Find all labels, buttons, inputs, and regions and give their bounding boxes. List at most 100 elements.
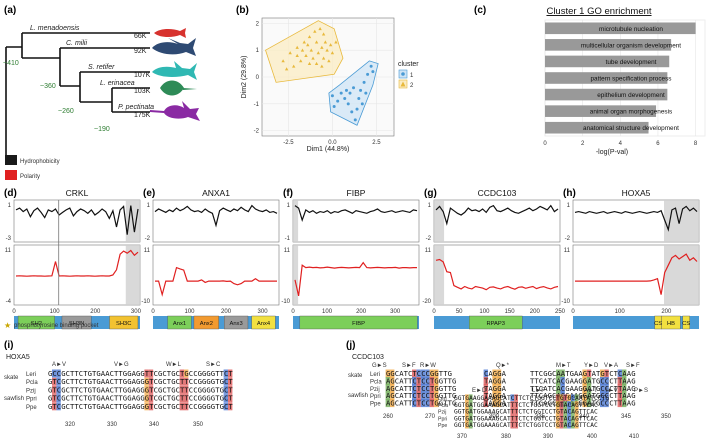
go-bar-label: tube development [606, 59, 657, 66]
scatter-legend-label-1: 1 [410, 73, 414, 79]
nucleotide: A [627, 384, 632, 393]
panel-c: (c) Cluster 1 GO enrichment microtubule … [474, 5, 706, 156]
scatter-point-cluster-2 [313, 29, 317, 33]
nucleotide: C [421, 399, 425, 408]
nucleotide: C [552, 395, 556, 402]
nucleotide: A [488, 376, 493, 385]
nucleotide: G [477, 409, 481, 416]
species-code: Ppri [370, 394, 381, 400]
go-xtick: 2 [581, 141, 585, 147]
domain-label: RPAP3 [486, 321, 505, 327]
nucleotide: T [515, 395, 519, 402]
highlighted-base [560, 369, 565, 378]
nucleotide: A [503, 415, 507, 422]
highlighted-base [555, 394, 560, 402]
nucleotide: A [590, 409, 594, 416]
genome-size-1: 92K [134, 48, 147, 55]
profile-xtick: 0 [432, 309, 436, 315]
nucleotide: A [132, 377, 137, 386]
highlighted-base [604, 399, 609, 408]
nucleotide: T [92, 377, 97, 386]
scatter-point-cluster-1 [352, 86, 356, 90]
nucleotide: G [497, 369, 501, 378]
nucleotide: G [206, 377, 210, 386]
nucleotide: G [439, 384, 443, 393]
go-bar-label: pattern specification process [591, 75, 672, 82]
nucleotide: G [493, 391, 497, 400]
hydrophobicity-line [15, 205, 139, 235]
scatter-ylabel: Dim2 (29.8%) [241, 56, 248, 99]
disorder-shade [664, 245, 699, 305]
nucleotide: C [549, 422, 553, 429]
highlighted-base [574, 421, 579, 429]
go-xlabel: -log(P-val) [596, 149, 628, 156]
nucleotide: G [136, 377, 140, 386]
scatter-point-cluster-2 [288, 51, 292, 55]
nucleotide: A [132, 385, 137, 394]
profile-xtick: 200 [90, 309, 101, 315]
species-code: Pzij [438, 410, 446, 416]
nucleotide: T [83, 385, 88, 394]
nucleotide: T [583, 395, 587, 402]
group-label-skate: skate [348, 373, 363, 379]
nucleotide: G [123, 402, 127, 411]
nucleotide: A [556, 384, 561, 393]
mutation-label: Q►* [496, 363, 510, 369]
nucleotide: A [488, 402, 492, 409]
nucleotide: G [575, 415, 579, 422]
divergence-label-2: ~260 [58, 108, 74, 115]
highlighted-base [600, 369, 605, 378]
nucleotide: T [484, 391, 489, 400]
highlighted-base [514, 401, 518, 409]
scatter-point-cluster-1 [357, 96, 361, 100]
profile-xtick: 100 [615, 309, 626, 315]
nucleotide: T [114, 377, 119, 386]
nucleotide: A [105, 377, 110, 386]
panel-label-j: (j) [346, 340, 355, 351]
highlighted-base [52, 385, 57, 394]
nucleotide: C [609, 399, 613, 408]
highlighted-base [420, 376, 426, 385]
scatter-ytick: 1 [256, 48, 260, 54]
scatter-point-cluster-2 [281, 59, 285, 63]
nucleotide: G [206, 402, 210, 411]
nucleotide: T [408, 376, 413, 385]
nucleotide: G [145, 402, 149, 411]
profile-anxa1: ANXA1 1 -2 11 -100 100 200 300 Anx1 Anx2 Anx3 Anx4 [141, 188, 280, 330]
nucleotide: C [412, 376, 416, 385]
nucleotide: G [497, 384, 501, 393]
domain-box [469, 315, 523, 330]
scatter-point-cluster-1 [350, 110, 354, 114]
nucleotide: C [549, 409, 553, 416]
nucleotide: A [590, 422, 594, 429]
nucleotide: G [496, 422, 500, 429]
panel-label-i: (i) [4, 340, 13, 351]
nucleotide: G [145, 377, 149, 386]
nucleotide: A [105, 394, 110, 403]
nucleotide: T [473, 415, 477, 422]
nucleotide: G [583, 376, 587, 385]
nucleotide: G [556, 415, 560, 422]
mutation-label: M►T [556, 363, 571, 369]
nucleotide: C [545, 409, 549, 416]
highlighted-base [492, 369, 497, 378]
nucleotide: C [605, 376, 609, 385]
nucleotide: T [473, 409, 477, 416]
coelacanth-silhouette [154, 28, 186, 38]
domain-label: CS [654, 321, 662, 327]
nucleotide: T [507, 395, 511, 402]
panel-a: (a) L. menadoensis C. milii S. retifer L… [3, 5, 200, 158]
highlighted-base [416, 399, 421, 408]
nucleotide: G [434, 399, 438, 408]
polarity-line [294, 261, 417, 297]
nucleotide: G [452, 384, 456, 393]
nucleotide: G [136, 394, 140, 403]
nucleotide: G [578, 391, 582, 400]
nucleotide: A [101, 402, 106, 411]
nucleotide: T [534, 399, 539, 408]
profile-xtick: 0 [151, 309, 155, 315]
nucleotide: A [469, 402, 473, 409]
highlighted-base [617, 384, 622, 393]
nucleotide: T [583, 422, 587, 429]
